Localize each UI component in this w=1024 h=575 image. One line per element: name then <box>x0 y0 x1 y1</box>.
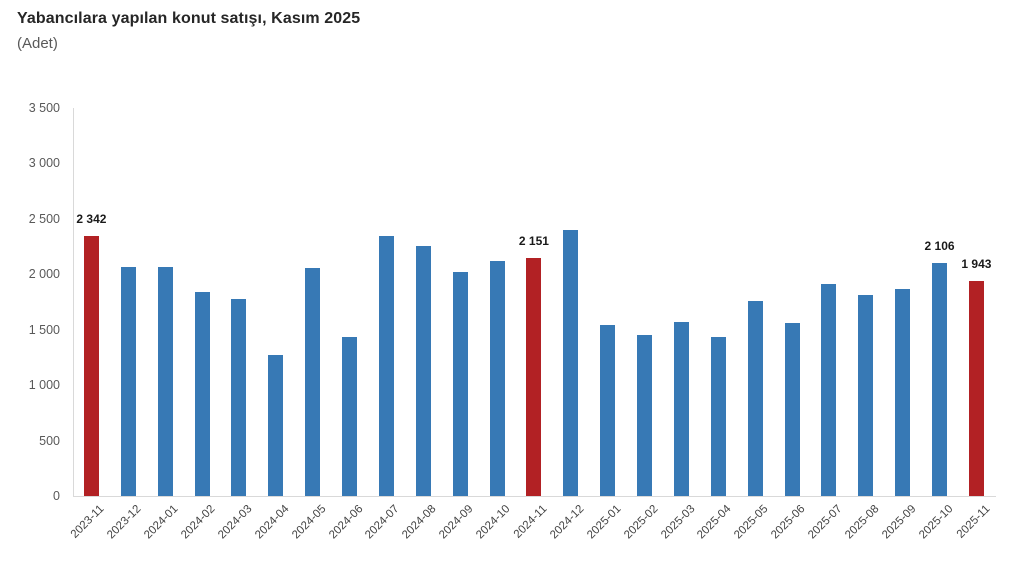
bar <box>821 284 837 496</box>
bar <box>895 289 911 496</box>
bar <box>784 323 800 496</box>
x-tick-label: 2025-09 <box>879 503 919 542</box>
bar-slot <box>257 108 294 496</box>
x-tick-label: 2024-03 <box>216 503 255 542</box>
y-tick-label: 500 <box>39 433 60 448</box>
bar-slot: 2 151 <box>516 108 553 496</box>
bar-slot <box>331 108 368 496</box>
y-tick-label: 3 000 <box>28 156 60 171</box>
bar <box>673 322 689 496</box>
bar <box>120 267 136 496</box>
y-tick-label: 1 000 <box>28 378 60 393</box>
bar <box>305 268 321 496</box>
chart-title: Yabancılara yapılan konut satışı, Kasım … <box>17 10 361 27</box>
bar-slot <box>221 108 258 496</box>
x-tick-label: 2025-10 <box>916 503 956 542</box>
bar-slot <box>626 108 663 496</box>
y-tick-label: 2 500 <box>28 211 60 226</box>
x-tick-label: 2025-06 <box>769 503 808 542</box>
bar-slot: 2 342 <box>73 108 110 496</box>
bar-slot <box>663 108 700 496</box>
bar-slot <box>774 108 811 496</box>
x-tick-label: 2024-07 <box>363 503 402 542</box>
bar <box>157 267 173 496</box>
bar <box>858 295 874 496</box>
bar-slot: 1 943 <box>958 108 995 496</box>
bar <box>563 230 579 496</box>
bar <box>342 337 358 496</box>
bars-layer: 2 342 2 151 2 106 1 943 <box>73 108 995 496</box>
bar-slot <box>552 108 589 496</box>
bar-slot <box>811 108 848 496</box>
x-tick-label: 2023-11 <box>69 503 107 541</box>
bar-slot <box>884 108 921 496</box>
y-tick-label: 0 <box>53 489 60 503</box>
bar-slot <box>479 108 516 496</box>
bar-slot <box>405 108 442 496</box>
y-tick-label: 2 000 <box>28 267 60 282</box>
bar-slot <box>737 108 774 496</box>
bar-slot <box>110 108 147 496</box>
bar-slot <box>847 108 884 496</box>
bar <box>637 335 653 496</box>
x-tick-label: 2024-08 <box>400 503 439 542</box>
bar-slot <box>294 108 331 496</box>
x-tick-label: 2024-09 <box>437 503 476 542</box>
x-tick-label: 2024-04 <box>252 503 292 542</box>
bar-slot <box>147 108 184 496</box>
x-tick-label: 2024-10 <box>474 503 513 542</box>
bar <box>415 246 431 496</box>
bar <box>526 258 542 496</box>
x-tick-label: 2024-06 <box>326 503 366 542</box>
x-tick-label: 2025-01 <box>584 503 624 542</box>
chart-subtitle: (Adet) <box>17 35 58 52</box>
bar <box>83 236 99 496</box>
bar <box>968 281 984 496</box>
bar <box>194 292 210 496</box>
x-tick-label: 2024-11 <box>511 503 550 541</box>
x-tick-label: 2023-12 <box>105 503 144 542</box>
bar <box>710 337 726 496</box>
bar-value-label: 1 943 <box>961 257 992 271</box>
bar <box>747 301 763 496</box>
x-tick-label: 2025-11 <box>954 503 993 541</box>
bar-slot <box>184 108 221 496</box>
x-tick-label: 2024-05 <box>289 503 329 542</box>
plot-area <box>73 108 996 497</box>
bar <box>600 325 616 496</box>
x-tick-label: 2024-12 <box>548 503 587 542</box>
bar <box>489 261 505 496</box>
bar-slot <box>368 108 405 496</box>
bar-value-label: 2 342 <box>76 212 107 226</box>
x-tick-label: 2025-05 <box>732 503 771 542</box>
x-tick-label: 2025-03 <box>658 503 698 542</box>
x-tick-label: 2024-02 <box>179 503 218 542</box>
bar-slot: 2 106 <box>921 108 958 496</box>
x-axis: 2023-11 2023-12 2024-01 2024-02 2024-03 2024-… <box>69 503 995 573</box>
x-tick-label: 2025-02 <box>621 503 661 542</box>
x-tick-label: 2025-04 <box>695 503 734 542</box>
bar <box>268 355 284 496</box>
bar <box>378 236 394 496</box>
bar-value-label: 2 151 <box>518 234 549 248</box>
x-tick-label: 2024-01 <box>142 503 181 542</box>
bar-slot <box>700 108 737 496</box>
bar <box>452 272 468 496</box>
bar <box>231 299 247 496</box>
x-tick-label: 2025-08 <box>843 503 882 542</box>
y-tick-label: 1 500 <box>28 322 60 337</box>
x-tick-label: 2025-07 <box>806 503 845 542</box>
bar-slot <box>589 108 626 496</box>
bar-slot <box>442 108 479 496</box>
bar <box>932 263 948 496</box>
y-tick-label: 3 500 <box>28 101 60 115</box>
bar-value-label: 2 106 <box>924 239 955 253</box>
